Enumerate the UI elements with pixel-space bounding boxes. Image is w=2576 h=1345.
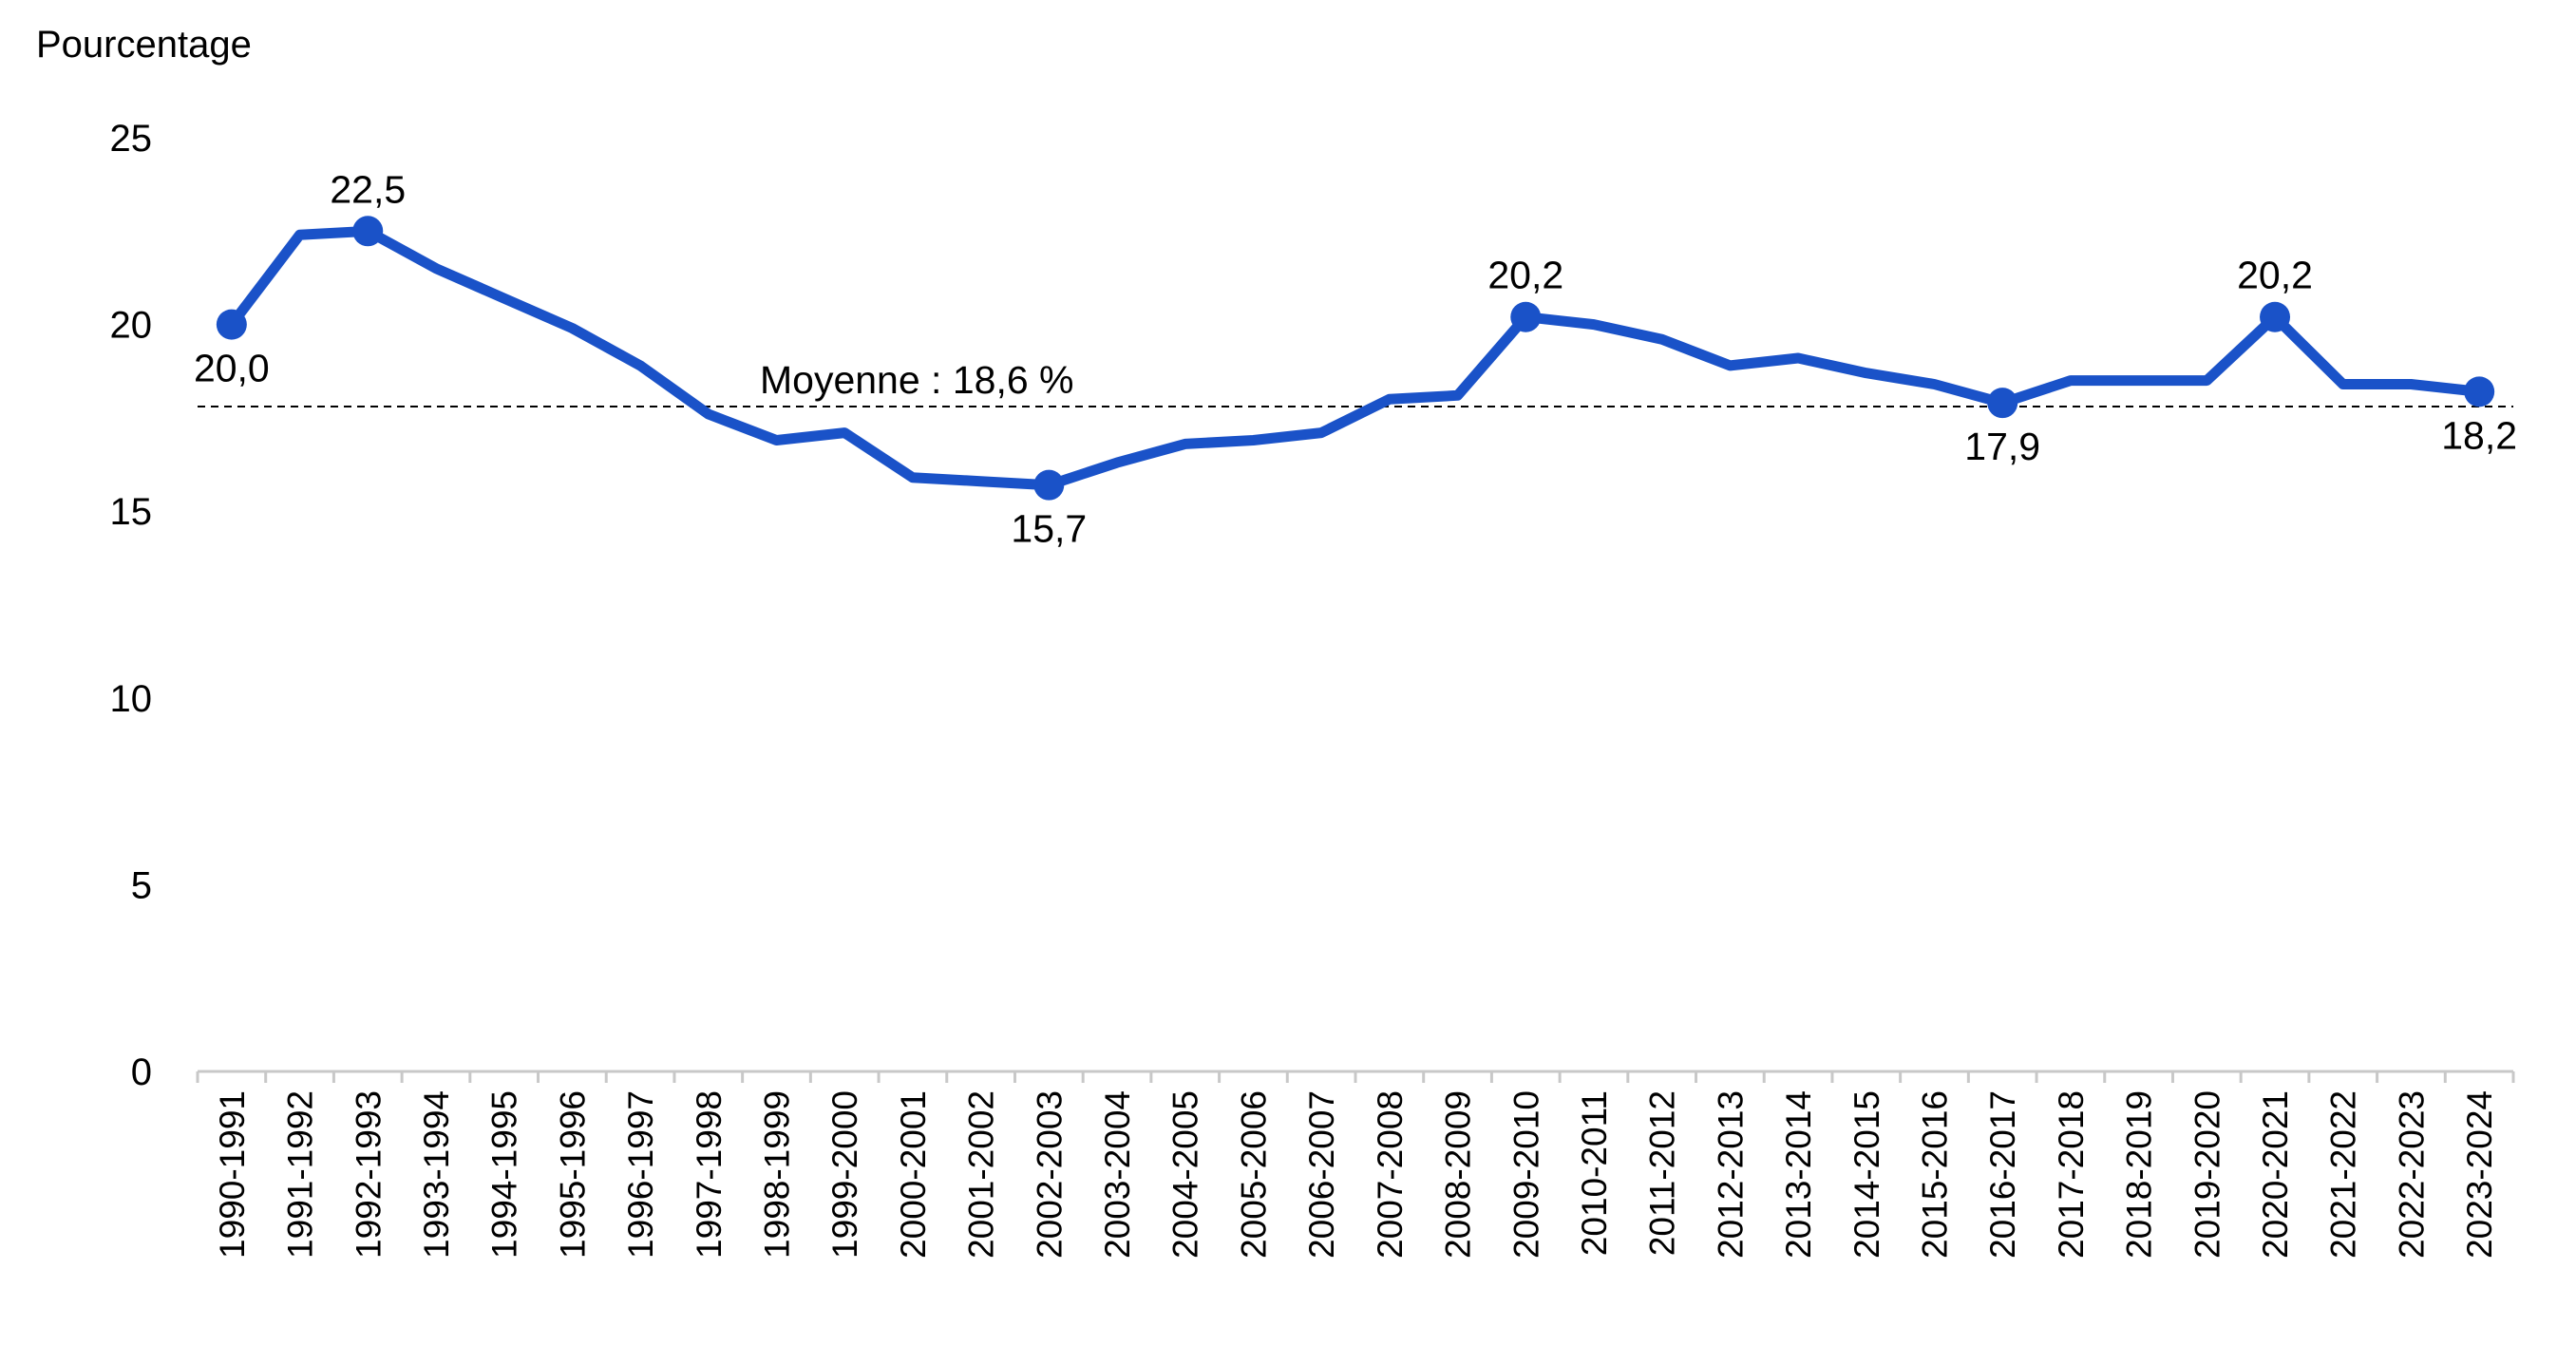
x-category-label: 2014-2015 [1847, 1090, 1886, 1259]
x-category-label: 1998-1999 [758, 1090, 797, 1259]
x-category-label: 2006-2007 [1302, 1090, 1341, 1259]
x-category-label: 2003-2004 [1098, 1090, 1137, 1259]
data-point-label: 17,9 [1964, 425, 2040, 468]
data-point-label: 18,2 [2441, 413, 2517, 457]
y-axis-label: Pourcentage [36, 24, 252, 66]
y-tick-label: 20 [110, 305, 153, 347]
x-axis-ticks [196, 1071, 2515, 1083]
x-category-label: 2013-2014 [1779, 1090, 1818, 1259]
x-category-label: 2018-2019 [2120, 1090, 2159, 1259]
x-category-label: 2011-2012 [1643, 1090, 1682, 1256]
x-category-label: 2001-2002 [962, 1090, 1001, 1259]
x-category-label: 2020-2021 [2256, 1090, 2295, 1259]
x-category-label: 1997-1998 [690, 1090, 729, 1259]
x-category-label: 2012-2013 [1711, 1090, 1750, 1259]
data-point-marker [2464, 376, 2495, 407]
x-category-label: 2000-2001 [894, 1090, 933, 1259]
y-tick-label: 15 [110, 491, 153, 533]
data-point-marker [1033, 469, 1065, 501]
data-point-label: 20,2 [2237, 254, 2313, 297]
series-line [226, 225, 2485, 491]
x-category-label: 2008-2009 [1439, 1090, 1478, 1259]
data-point-label: 22,5 [330, 167, 406, 211]
data-point-label: 20,0 [194, 347, 270, 390]
x-category-label: 2010-2011 [1575, 1090, 1614, 1256]
average-label: Moyenne : 18,6 % [760, 358, 1073, 402]
x-category-label: 1991-1992 [281, 1090, 320, 1259]
y-tick-label: 5 [131, 864, 152, 906]
x-category-label: 2007-2008 [1371, 1090, 1410, 1259]
y-tick-label: 0 [131, 1051, 152, 1093]
series-markers [216, 216, 2495, 501]
data-point-label: 20,2 [1487, 254, 1563, 297]
x-category-label: 2023-2024 [2460, 1090, 2499, 1259]
x-category-label: 2016-2017 [1983, 1090, 2022, 1259]
y-tick-label: 10 [110, 678, 153, 720]
x-axis-labels: 1990-1991 1991-1992 1992-1993 1993-1994 1994… [213, 1090, 2499, 1259]
data-point-marker [352, 216, 384, 247]
x-category-label: 2021-2022 [2324, 1090, 2363, 1259]
x-category-label: 1992-1993 [349, 1090, 388, 1259]
data-point-marker [216, 309, 247, 340]
x-category-label: 2005-2006 [1234, 1090, 1273, 1259]
x-category-label: 1994-1995 [485, 1090, 524, 1259]
x-category-label: 2009-2010 [1506, 1090, 1545, 1259]
data-point-marker [1987, 388, 2018, 419]
x-category-label: 1995-1996 [553, 1090, 592, 1259]
y-axis-ticks: 0 5 10 15 20 25 [110, 118, 153, 1093]
data-labels: 20,0 22,5 15,7 20,2 17,9 20,2 18,2 [194, 167, 2517, 550]
x-category-label: 1996-1997 [621, 1090, 660, 1259]
x-category-label: 2004-2005 [1166, 1090, 1205, 1259]
x-category-label: 2015-2016 [1916, 1090, 1955, 1259]
x-category-label: 2019-2020 [2188, 1090, 2226, 1259]
data-point-marker [2260, 301, 2291, 332]
x-category-label: 1999-2000 [825, 1090, 864, 1259]
y-tick-label: 25 [110, 118, 153, 160]
data-point-label: 15,7 [1011, 507, 1087, 551]
data-point-marker [1510, 301, 1542, 332]
x-category-label: 2022-2023 [2392, 1090, 2431, 1259]
x-category-label: 1990-1991 [213, 1090, 252, 1259]
x-category-label: 1993-1994 [417, 1090, 456, 1259]
x-category-label: 2002-2003 [1030, 1090, 1069, 1259]
x-category-label: 2017-2018 [2052, 1090, 2091, 1259]
